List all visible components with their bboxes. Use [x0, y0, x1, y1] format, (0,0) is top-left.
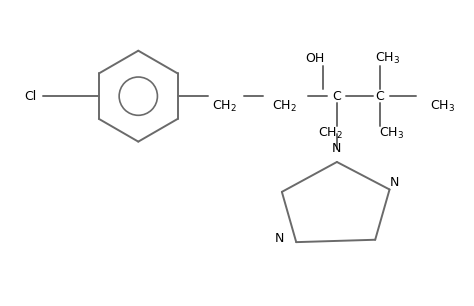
Text: CH$_3$: CH$_3$	[374, 51, 400, 66]
Text: N: N	[332, 142, 342, 155]
Text: N: N	[390, 176, 399, 189]
Text: C: C	[375, 90, 384, 103]
Text: Cl: Cl	[25, 90, 36, 103]
Text: CH$_2$: CH$_2$	[319, 126, 343, 141]
Text: N: N	[275, 232, 284, 245]
Text: CH$_2$: CH$_2$	[272, 99, 297, 114]
Text: CH$_3$: CH$_3$	[429, 99, 455, 114]
Text: OH: OH	[306, 52, 325, 65]
Text: C: C	[333, 90, 341, 103]
Text: CH$_3$: CH$_3$	[379, 126, 404, 141]
Text: CH$_2$: CH$_2$	[212, 99, 237, 114]
